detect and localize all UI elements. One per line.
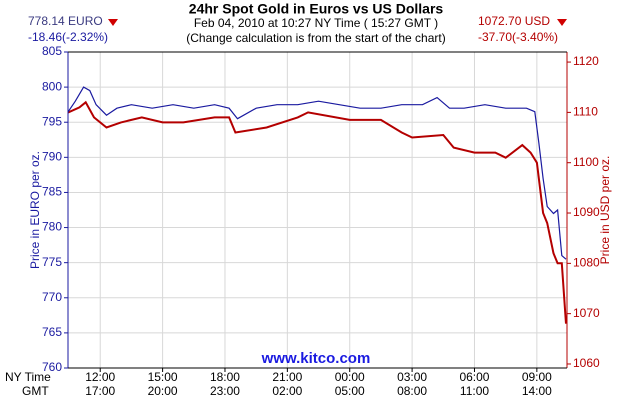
- y-axis-label: Price in EURO per oz.: [28, 151, 42, 269]
- x-tick-label: 03:00: [397, 370, 427, 384]
- y-tick-label: 790: [42, 150, 62, 164]
- y2-tick-label: 1120: [573, 54, 599, 68]
- chart-title: 24hr Spot Gold in Euros vs US Dollars: [189, 1, 444, 17]
- x-tick-label-gmt: 08:00: [397, 384, 427, 398]
- note: (Change calculation is from the start of…: [186, 31, 445, 45]
- x-tick-label-gmt: 11:00: [460, 384, 489, 398]
- series-line: [67, 100, 567, 324]
- y-tick-label: 765: [42, 325, 62, 339]
- x-tick-label: 06:00: [459, 370, 489, 384]
- x-tick-label-gmt: 23:00: [210, 384, 240, 398]
- y2-axis-label: Price in USD per oz.: [598, 156, 612, 265]
- y-tick-label: 795: [42, 114, 62, 128]
- y-tick-label: 770: [42, 290, 62, 304]
- y-tick-label: 785: [42, 185, 62, 199]
- y2-tick-label: 1110: [573, 105, 598, 119]
- x-tick-label-gmt: 14:00: [522, 384, 552, 398]
- x-row-label: NY Time: [5, 370, 51, 384]
- series-line: [67, 86, 567, 260]
- watermark: www.kitco.com: [261, 350, 371, 367]
- x-tick-label: 18:00: [210, 370, 240, 384]
- x-tick-label-gmt: 05:00: [335, 384, 365, 398]
- down-arrow: [108, 19, 118, 26]
- y-tick-label: 800: [42, 79, 62, 93]
- y-tick-label: 775: [42, 255, 62, 269]
- down-arrow: [557, 19, 567, 26]
- y2-tick-label: 1080: [573, 256, 600, 270]
- x-tick-label: 00:00: [335, 370, 365, 384]
- left-change: -18.46(-2.32%): [28, 30, 108, 44]
- subtitle: Feb 04, 2010 at 10:27 NY Time ( 15:27 GM…: [194, 16, 438, 30]
- y2-tick-label: 1070: [573, 306, 600, 320]
- y-tick-label: 760: [42, 360, 62, 374]
- right-price: 1072.70 USD: [478, 14, 550, 28]
- y2-tick-label: 1090: [573, 205, 600, 219]
- x-tick-label-gmt: 02:00: [272, 384, 302, 398]
- left-price: 778.14 EURO: [28, 14, 103, 28]
- x-tick-label-gmt: 17:00: [85, 384, 115, 398]
- x-tick-label: 21:00: [272, 370, 302, 384]
- x-tick-label: 09:00: [522, 370, 552, 384]
- y-tick-label: 805: [42, 44, 62, 58]
- right-change: -37.70(-3.40%): [478, 30, 558, 44]
- x-row-label: GMT: [22, 384, 49, 398]
- y2-tick-label: 1100: [573, 155, 599, 169]
- x-tick-label-gmt: 20:00: [148, 384, 178, 398]
- y2-tick-label: 1060: [573, 356, 600, 370]
- x-tick-label: 15:00: [148, 370, 178, 384]
- x-tick-label: 12:00: [85, 370, 115, 384]
- y-tick-label: 780: [42, 220, 62, 234]
